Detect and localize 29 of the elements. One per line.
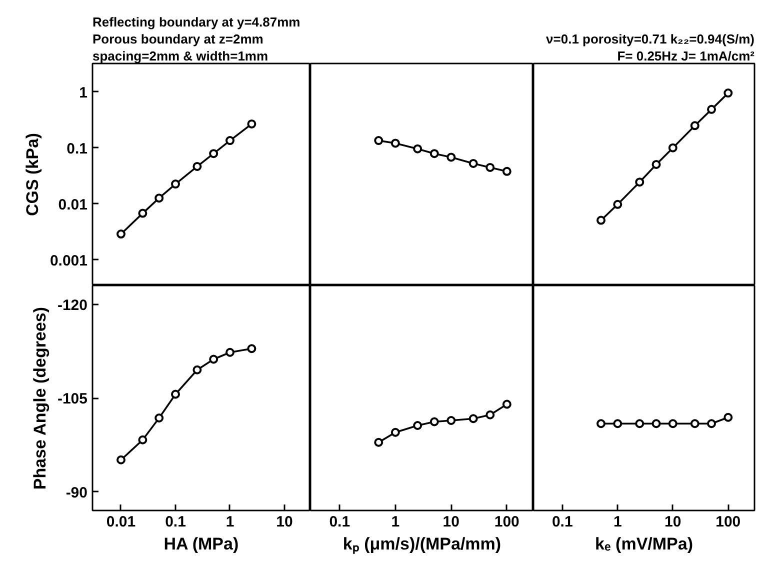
y-axis-title: Phase Angle (degrees): [30, 306, 50, 490]
x-tick-label: 0.01: [106, 514, 136, 530]
x-tick-label: 0.1: [329, 514, 350, 530]
x-tick-label: 1: [613, 514, 622, 530]
x-tick-label: 0.1: [552, 514, 573, 530]
x-tick-label: 10: [442, 514, 460, 530]
text: Reflecting boundary at y=4.87mm: [92, 14, 300, 30]
x-tick-label: 10: [276, 514, 293, 530]
x-tick-label: 10: [664, 514, 682, 530]
x-tick-label: 100: [716, 514, 741, 530]
text: Porous boundary at z=2mm: [92, 32, 264, 46]
x-axis-title: kₚ (μm/s)/(MPa/mm): [342, 534, 502, 554]
y-tick-label: -90: [66, 484, 88, 502]
x-axis-title: HA (MPa): [164, 534, 239, 554]
annotation: spacing=2mm & width=1mm: [92, 48, 268, 64]
y-tick-label: 1: [79, 84, 88, 102]
y-tick-label: 0.01: [58, 196, 88, 214]
x-axis-title: kₑ (mV/MPa): [594, 534, 694, 554]
x-tick-label: 100: [494, 514, 520, 530]
x-tick-label: 1: [391, 514, 400, 530]
y-tick-label: 0.001: [50, 252, 88, 270]
text: ν=0.1 porosity=0.71 k₂₂=0.94(S/m): [546, 32, 755, 46]
y-axis-title: CGS (kPa): [22, 132, 42, 216]
x-tick-label: 1: [226, 514, 234, 530]
y-tick-label: 0.1: [66, 140, 88, 158]
annotation: F= 0.25Hz J= 1mA/cm²: [617, 48, 756, 64]
y-tick-label: -105: [57, 390, 88, 408]
y-tick-label: -120: [57, 296, 88, 314]
x-tick-label: 0.1: [165, 514, 186, 530]
